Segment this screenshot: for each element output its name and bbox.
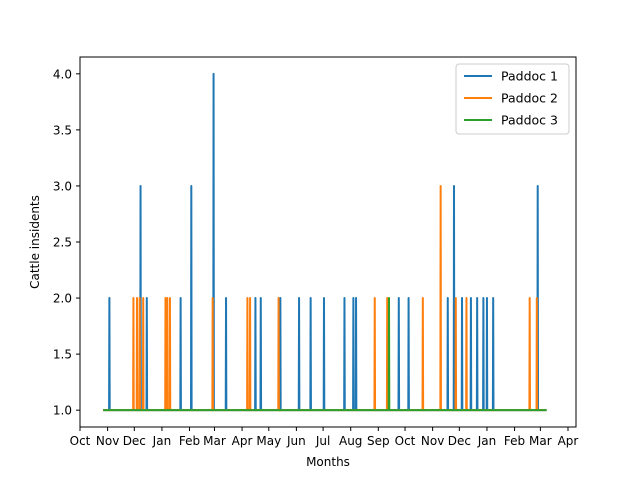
x-axis: Oct Nov Dec Jan Feb Mar Apr May Jun Jul Aug Sep Oct N… [70, 427, 579, 448]
x-tick-label: Mar [529, 434, 552, 448]
y-tick-label: 4.0 [53, 67, 72, 81]
y-tick-label: 3.0 [53, 179, 72, 193]
y-tick-label: 3.5 [53, 123, 72, 137]
series-layer [103, 72, 547, 412]
x-tick-label: Oct [70, 434, 91, 448]
x-tick-label: Apr [232, 434, 253, 448]
y-tick-label: 1.0 [53, 404, 72, 418]
legend-label-paddoc-3: Paddoc 3 [501, 113, 558, 128]
x-tick-label: Nov [421, 434, 444, 448]
x-tick-label: Jan [152, 434, 172, 448]
x-tick-label: Oct [395, 434, 416, 448]
series-line-paddoc-1 [103, 72, 547, 412]
x-tick-label: Mar [203, 434, 226, 448]
legend-box [455, 63, 570, 135]
legend: Paddoc 1 Paddoc 2 Paddoc 3 [455, 63, 570, 135]
y-tick-label: 2.0 [53, 292, 72, 306]
x-tick-label: Apr [558, 434, 579, 448]
legend-label-paddoc-1: Paddoc 1 [501, 69, 558, 84]
x-tick-label: Feb [179, 434, 200, 448]
y-axis-label: Cattle insidents [28, 195, 42, 289]
x-tick-label: Feb [504, 434, 525, 448]
y-tick-label: 1.5 [53, 348, 72, 362]
legend-label-paddoc-2: Paddoc 2 [501, 91, 558, 106]
x-tick-label: Jul [315, 434, 330, 448]
x-tick-label: Dec [448, 434, 471, 448]
x-tick-label: Jun [286, 434, 306, 448]
x-tick-label: Jan [477, 434, 497, 448]
x-tick-label: Dec [123, 434, 146, 448]
x-tick-label: Aug [339, 434, 362, 448]
x-tick-label: Nov [96, 434, 119, 448]
x-axis-label: Months [306, 455, 350, 469]
series-line-paddoc-3 [103, 297, 547, 412]
y-axis: 1.0 1.5 2.0 2.5 3.0 3.5 4.0 [53, 67, 80, 418]
y-tick-label: 2.5 [53, 236, 72, 250]
x-tick-label: Sep [367, 434, 390, 448]
x-tick-label: May [256, 434, 281, 448]
